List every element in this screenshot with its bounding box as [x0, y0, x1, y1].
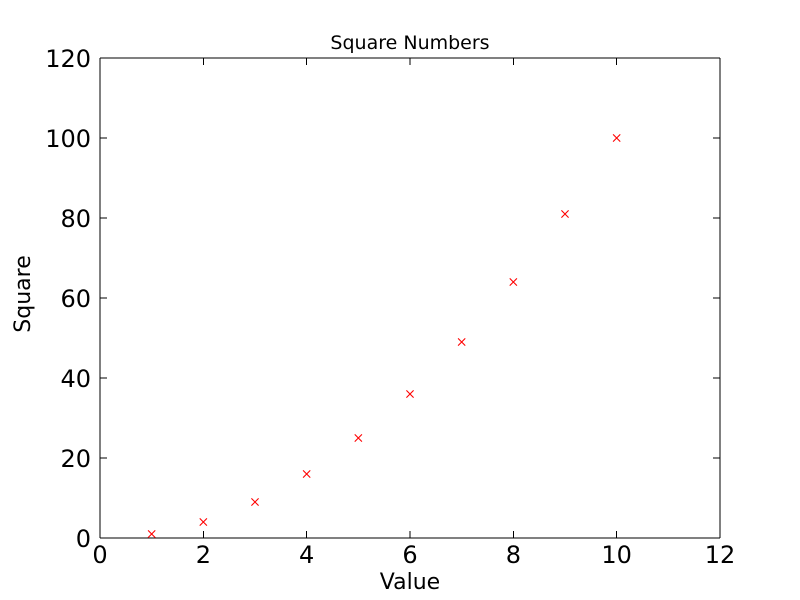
svg-text:6: 6 [402, 541, 417, 569]
svg-text:0: 0 [92, 541, 107, 569]
chart-title: Square Numbers [330, 32, 489, 54]
svg-text:100: 100 [45, 125, 91, 153]
scatter-marker [199, 518, 208, 526]
svg-text:10: 10 [601, 541, 632, 569]
scatter-marker [302, 470, 311, 478]
scatter-marker [406, 390, 414, 398]
svg-text:4: 4 [299, 541, 314, 569]
svg-text:60: 60 [60, 285, 91, 313]
scatter-marker [251, 498, 259, 506]
x-axis-label: Value [380, 570, 440, 595]
svg-text:2: 2 [196, 541, 211, 569]
scatter-marker [457, 338, 466, 346]
scatter-marker [509, 278, 518, 286]
scatter-marker [354, 434, 363, 442]
svg-text:0: 0 [76, 525, 91, 553]
scatter-marker [561, 210, 569, 218]
axes-frame-and-ticks [99, 57, 721, 539]
svg-text:12: 12 [705, 541, 736, 569]
scatter-marker [612, 134, 621, 142]
data-point-markers [147, 134, 621, 538]
svg-text:20: 20 [60, 445, 91, 473]
svg-text:40: 40 [60, 365, 91, 393]
svg-text:8: 8 [506, 541, 521, 569]
scatter-marker [147, 530, 156, 538]
y-axis-label: Square [11, 255, 36, 332]
svg-text:120: 120 [45, 45, 91, 73]
svg-text:80: 80 [60, 205, 91, 233]
